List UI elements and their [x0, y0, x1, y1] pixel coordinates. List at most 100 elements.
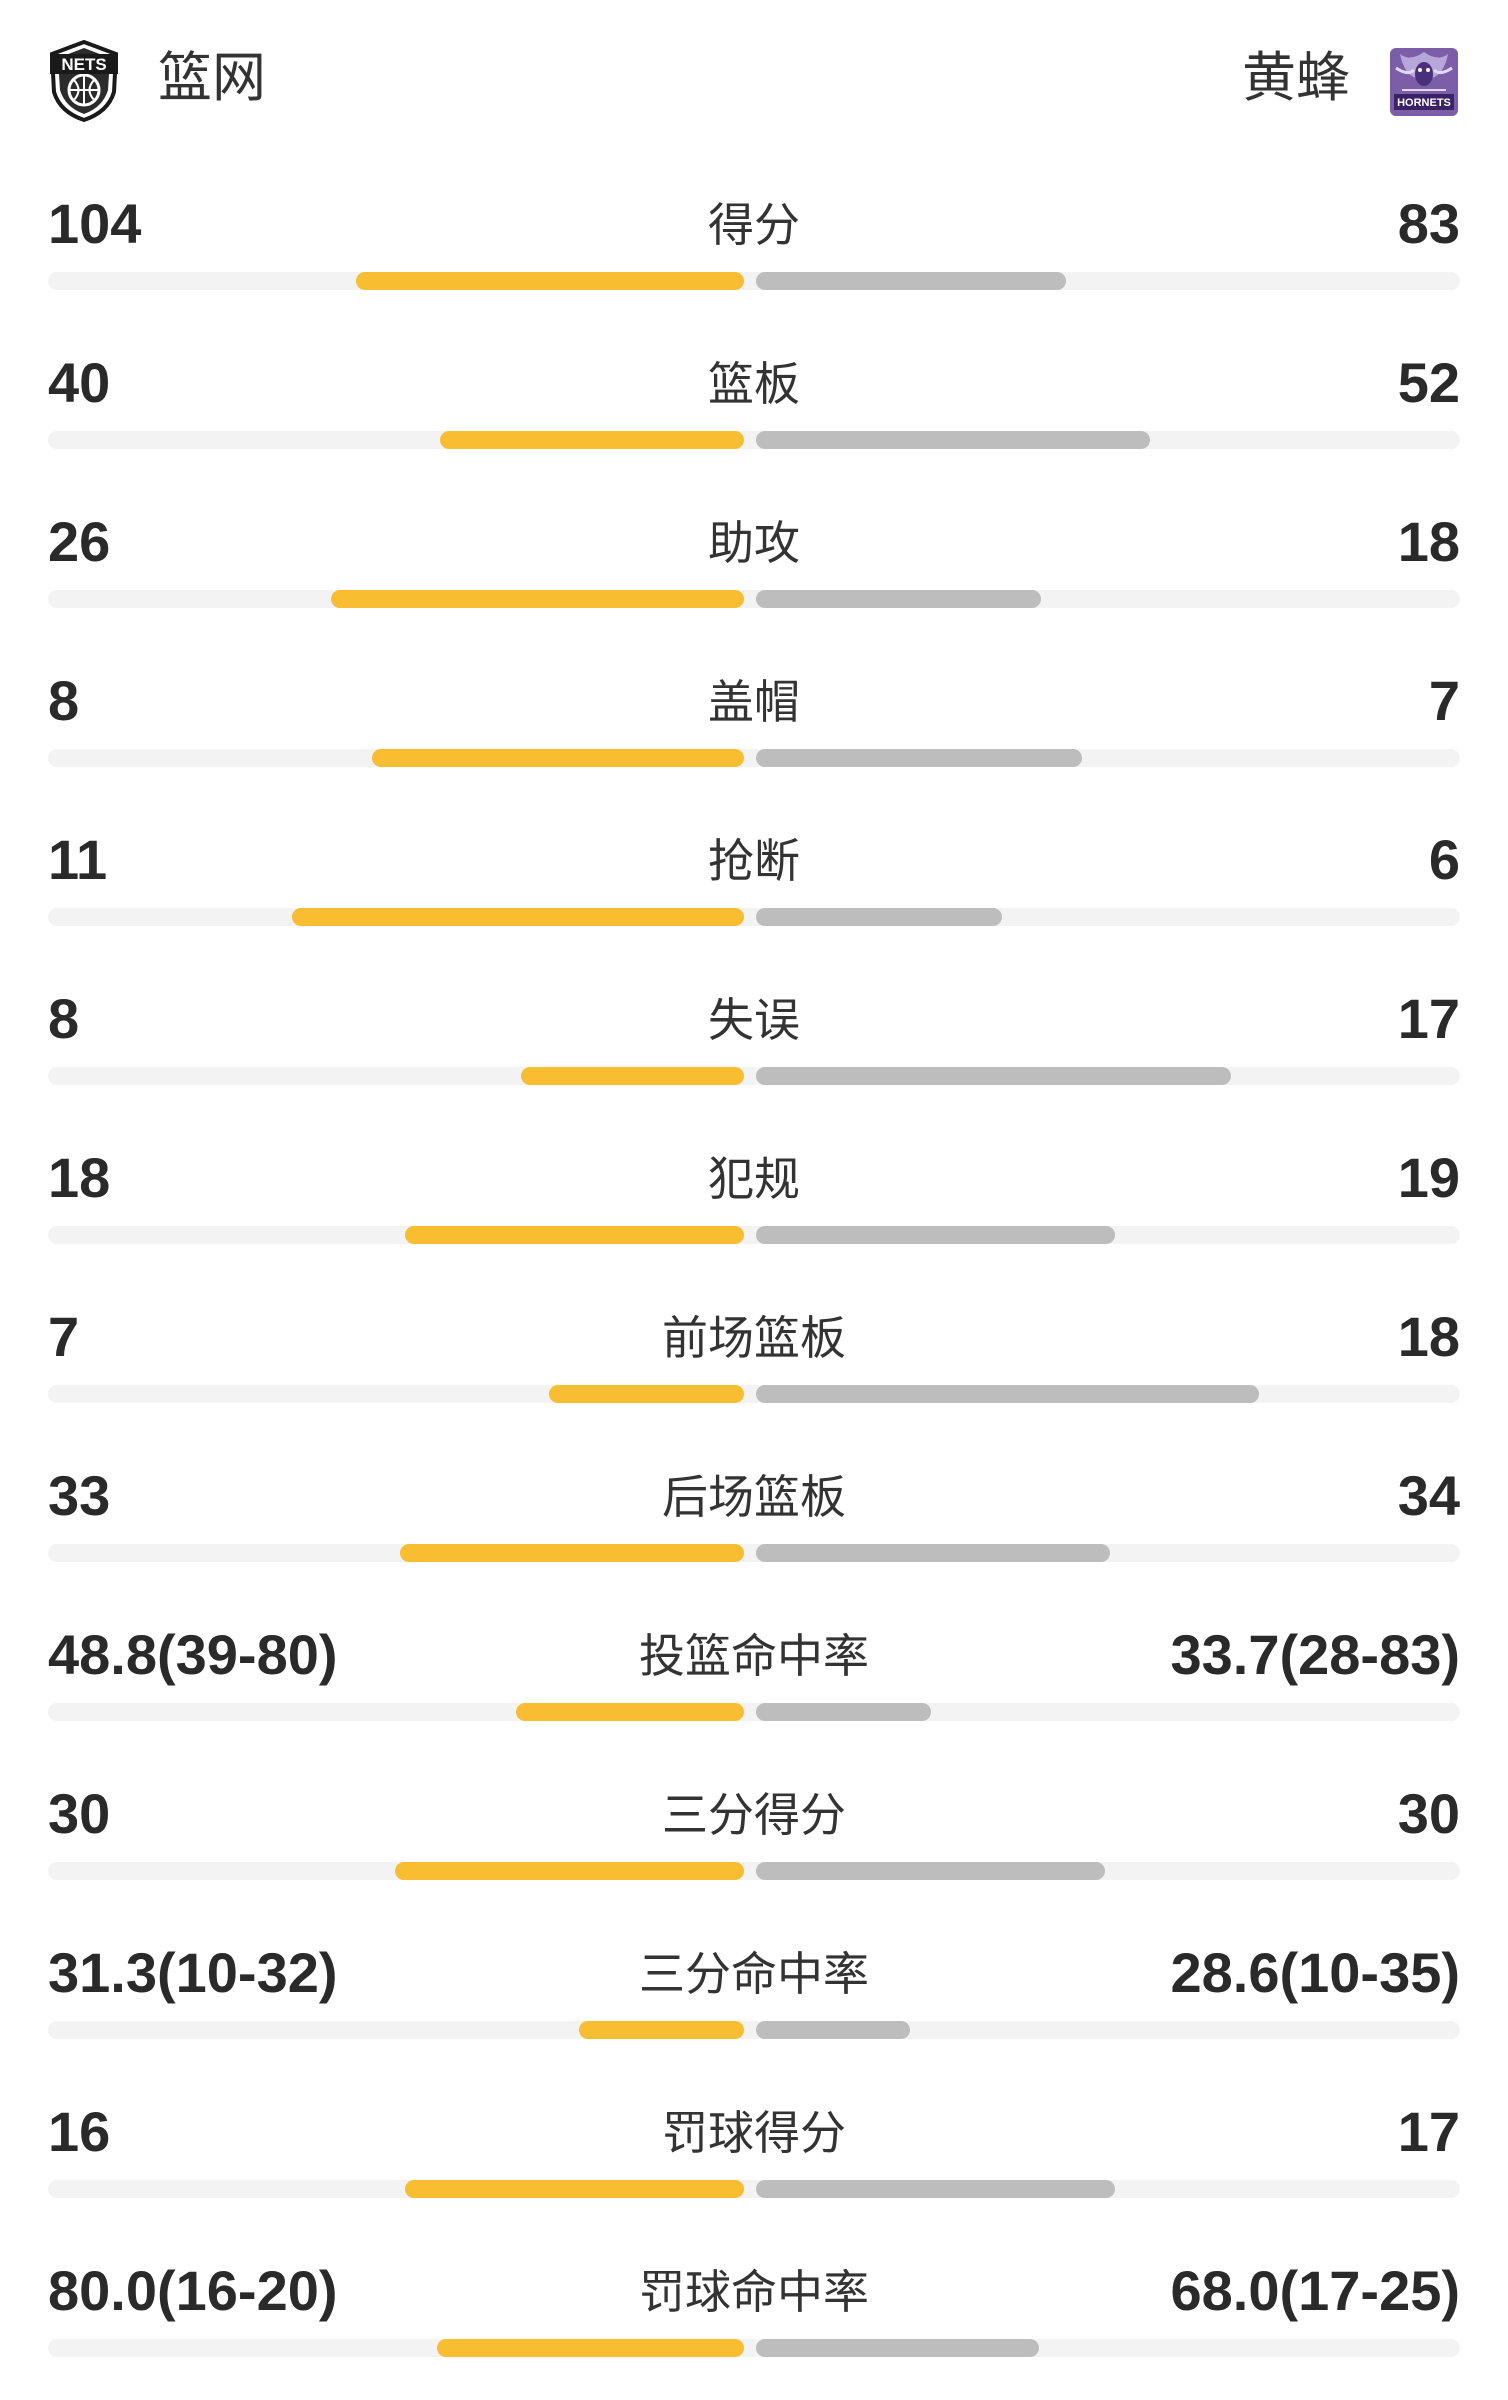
home-stat-bar — [395, 1862, 744, 1880]
home-stat-value: 33 — [48, 1464, 111, 1527]
home-stat-bar — [579, 2021, 744, 2039]
home-stat-bar — [356, 272, 744, 290]
away-stat-bar — [756, 272, 1066, 290]
stat-label: 得分 — [708, 198, 800, 252]
home-stat-bar — [440, 431, 744, 449]
home-stat-value: 16 — [48, 2100, 111, 2163]
match-header: NETS 篮网 黄蜂 HORNETS — [0, 0, 1508, 160]
home-stat-bar — [405, 1226, 744, 1244]
stats-list: 104 得分 83 40 篮板 52 26 助攻 18 8 盖帽 7 11 抢断 6 8 失误 17 18 犯规 19 7… — [0, 168, 1508, 2394]
stat-label: 罚球命中率 — [639, 2265, 869, 2319]
away-stat-value: 83 — [1397, 192, 1460, 255]
stat-row: 7 前场篮板 18 — [0, 1281, 1508, 1440]
away-stat-bar — [756, 1862, 1105, 1880]
home-stat-value: 8 — [48, 987, 80, 1050]
stat-row: 11 抢断 6 — [0, 804, 1508, 963]
home-stat-bar — [400, 1544, 744, 1562]
away-stat-value: 33.7(28-83) — [1170, 1623, 1460, 1686]
stat-label: 后场篮板 — [662, 1470, 846, 1524]
home-stat-bar — [516, 1703, 744, 1721]
stat-label: 犯规 — [708, 1152, 800, 1206]
away-stat-value: 68.0(17-25) — [1170, 2259, 1460, 2322]
stat-track — [48, 908, 1460, 926]
stat-row: 30 三分得分 30 — [0, 1758, 1508, 1917]
away-stat-bar — [756, 431, 1150, 449]
hornets-logo: HORNETS — [1390, 48, 1458, 116]
home-stat-bar — [292, 908, 744, 926]
away-stat-bar — [756, 1544, 1110, 1562]
stat-row: 104 得分 83 — [0, 168, 1508, 327]
stat-label: 篮板 — [708, 357, 800, 411]
stat-row: 8 失误 17 — [0, 963, 1508, 1122]
stat-track — [48, 2021, 1460, 2039]
stat-label: 助攻 — [708, 516, 800, 570]
svg-text:NETS: NETS — [61, 55, 106, 74]
stat-label: 盖帽 — [708, 675, 800, 729]
home-stat-value: 104 — [48, 192, 142, 255]
away-stat-bar — [756, 2021, 910, 2039]
away-stat-value: 30 — [1397, 1782, 1460, 1845]
stat-row: 8 盖帽 7 — [0, 645, 1508, 804]
home-stat-value: 8 — [48, 669, 80, 732]
home-stat-bar — [437, 2339, 744, 2357]
stat-track — [48, 1226, 1460, 1244]
away-stat-value: 52 — [1397, 351, 1460, 414]
home-stat-value: 48.8(39-80) — [48, 1623, 338, 1686]
stat-label: 抢断 — [708, 834, 800, 888]
away-stat-value: 18 — [1397, 510, 1460, 573]
home-stat-value: 30 — [48, 1782, 111, 1845]
home-team-name: 篮网 — [158, 46, 266, 109]
stat-label: 罚球得分 — [662, 2106, 846, 2160]
stat-row: 31.3(10-32) 三分命中率 28.6(10-35) — [0, 1917, 1508, 2076]
home-stat-value: 40 — [48, 351, 111, 414]
home-stat-bar — [331, 590, 744, 608]
stat-label: 前场篮板 — [662, 1311, 846, 1365]
away-stat-bar — [756, 2339, 1039, 2357]
stat-label: 投篮命中率 — [639, 1629, 869, 1683]
home-stat-value: 11 — [48, 828, 108, 891]
home-stat-value: 31.3(10-32) — [48, 1941, 338, 2004]
stat-label: 失误 — [708, 993, 800, 1047]
stat-label: 三分命中率 — [639, 1947, 869, 2001]
stat-track — [48, 431, 1460, 449]
stat-label: 三分得分 — [662, 1788, 846, 1842]
away-stat-value: 6 — [1428, 828, 1460, 891]
home-stat-bar — [405, 2180, 744, 2198]
away-stat-value: 19 — [1397, 1146, 1460, 1209]
stat-row: 18 犯规 19 — [0, 1122, 1508, 1281]
away-stat-bar — [756, 908, 1002, 926]
svg-text:HORNETS: HORNETS — [1397, 97, 1451, 109]
away-stat-value: 7 — [1428, 669, 1460, 732]
stat-track — [48, 590, 1460, 608]
stat-row: 33 后场篮板 34 — [0, 1440, 1508, 1599]
stat-row: 80.0(16-20) 罚球命中率 68.0(17-25) — [0, 2235, 1508, 2394]
stat-row: 40 篮板 52 — [0, 327, 1508, 486]
away-stat-value: 28.6(10-35) — [1170, 1941, 1460, 2004]
away-stat-bar — [756, 2180, 1115, 2198]
home-stat-value: 80.0(16-20) — [48, 2259, 338, 2322]
home-stat-value: 26 — [48, 510, 111, 573]
away-stat-value: 17 — [1397, 987, 1460, 1050]
nets-logo: NETS — [49, 40, 119, 122]
away-stat-bar — [756, 1703, 931, 1721]
away-stat-value: 18 — [1397, 1305, 1460, 1368]
away-stat-value: 17 — [1397, 2100, 1460, 2163]
home-stat-value: 18 — [48, 1146, 111, 1209]
stat-track — [48, 1067, 1460, 1085]
stat-track — [48, 2180, 1460, 2198]
away-stat-bar — [756, 1067, 1231, 1085]
away-stat-bar — [756, 590, 1041, 608]
away-stat-bar — [756, 1226, 1115, 1244]
stat-track — [48, 2339, 1460, 2357]
away-stat-value: 34 — [1397, 1464, 1460, 1527]
away-stat-bar — [756, 749, 1082, 767]
stat-track — [48, 272, 1460, 290]
home-stat-bar — [549, 1385, 744, 1403]
stat-row: 26 助攻 18 — [0, 486, 1508, 645]
stat-row: 48.8(39-80) 投篮命中率 33.7(28-83) — [0, 1599, 1508, 1758]
stat-track — [48, 1703, 1460, 1721]
home-stat-value: 7 — [48, 1305, 80, 1368]
home-stat-bar — [372, 749, 744, 767]
stat-track — [48, 1862, 1460, 1880]
home-stat-bar — [521, 1067, 744, 1085]
